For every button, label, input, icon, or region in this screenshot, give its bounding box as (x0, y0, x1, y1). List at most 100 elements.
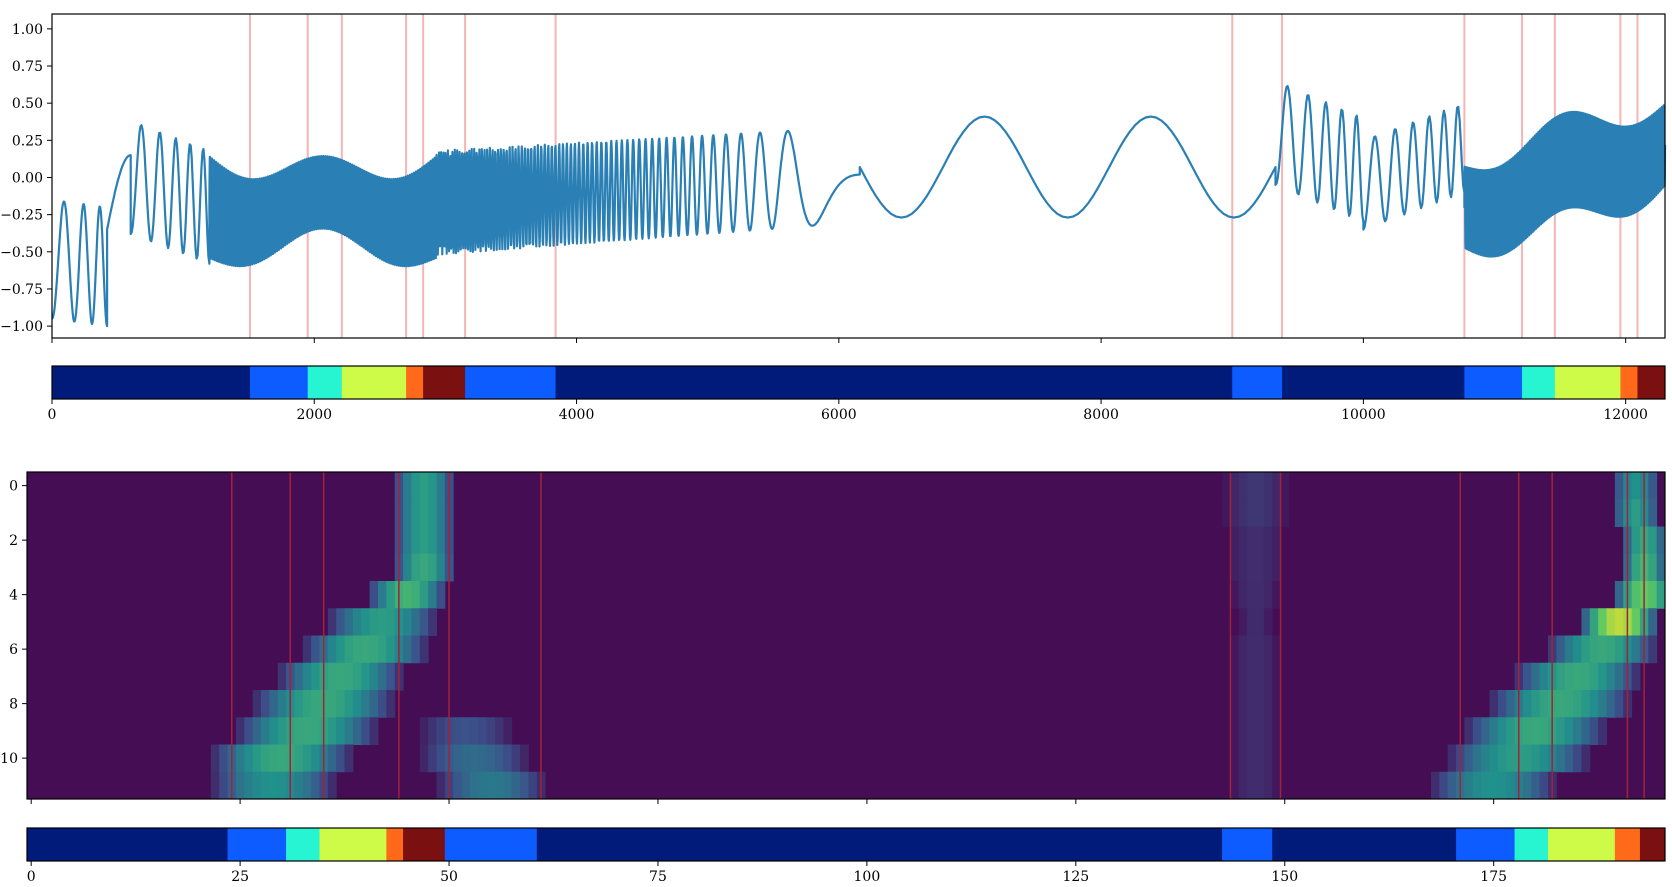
segment-bar-frames: 0 25 50 75 100 125 150 175 (26, 827, 1666, 885)
heatmap-cell (327, 635, 337, 664)
segment-block (536, 828, 1223, 861)
heatmap-cell (1614, 690, 1624, 718)
heatmap-cell (252, 690, 262, 718)
heatmap-cell (1255, 662, 1265, 691)
heatmap-cell (1472, 771, 1482, 800)
heatmap-cell (210, 771, 220, 800)
heatmap-cell (1263, 744, 1273, 773)
heatmap-cell (1263, 690, 1273, 718)
heatmap-cell (419, 553, 429, 582)
x-tick-label: 10000 (1341, 407, 1386, 423)
heatmap-cell (1263, 662, 1273, 691)
x-tick-label: 175 (1480, 869, 1507, 885)
segment-bar-samples: 0 2000 4000 6000 8000 10000 12000 (48, 365, 1666, 423)
heatmap-cell (369, 662, 379, 691)
heatmap-cell (1581, 717, 1591, 745)
heatmap-cell (1531, 744, 1541, 773)
segment-block (319, 828, 387, 861)
heatmap-cell (1598, 717, 1607, 745)
heatmap-cell (1238, 690, 1248, 718)
heatmap-cell (1531, 717, 1541, 745)
heatmap-cell (1614, 662, 1624, 691)
x-tick-label: 6000 (821, 407, 857, 423)
heatmap-cell (294, 744, 304, 773)
heatmap-cell (352, 635, 362, 664)
heatmap-cell (1648, 553, 1658, 582)
heatmap-cell (469, 717, 479, 745)
heatmap-cell (1238, 662, 1248, 691)
x-tick-label: 125 (1062, 869, 1089, 885)
heatmap-cell (1263, 581, 1273, 609)
y-tick-label: 1.00 (12, 22, 43, 38)
heatmap-cell (235, 771, 245, 800)
heatmap-cell (503, 717, 513, 745)
heatmap-cell (1564, 662, 1574, 691)
heatmap-cell (261, 744, 270, 773)
heatmap-cell (1497, 771, 1507, 800)
heatmap-cell (1556, 690, 1566, 718)
heatmap-cell (1255, 499, 1265, 527)
heatmap-cell (1606, 635, 1616, 664)
heatmap-cell (461, 771, 471, 800)
heatmap-cell (1564, 744, 1574, 773)
heatmap-cell (1247, 553, 1256, 582)
heatmap-cell (1614, 635, 1624, 664)
heatmap-cell (419, 472, 429, 500)
heatmap-cell (1272, 553, 1282, 582)
heatmap-cell (1431, 771, 1440, 800)
heatmap-cell (1247, 717, 1256, 745)
heatmap-cell (419, 717, 429, 745)
heatmap-cell (1238, 744, 1248, 773)
heatmap-cell (436, 771, 446, 800)
heatmap-cell (1489, 744, 1499, 773)
heatmap-cell (428, 526, 437, 555)
heatmap-cell (302, 744, 312, 773)
y-tick-label: 10 (0, 751, 18, 767)
heatmap-cell (403, 526, 412, 555)
heatmap-cell (219, 771, 229, 800)
heatmap-cell (1255, 717, 1265, 745)
heatmap-cell (344, 662, 354, 691)
heatmap-cell (403, 581, 412, 609)
heatmap-cell (428, 499, 437, 527)
x-tick-label: 100 (854, 869, 881, 885)
heatmap-cell (411, 472, 421, 500)
heatmap-cell (1255, 581, 1265, 609)
x-tick-label: 2000 (296, 407, 332, 423)
heatmap-cell (1247, 771, 1256, 800)
heatmap-cell (1472, 744, 1482, 773)
heatmap-cell (1230, 526, 1240, 555)
segment-block (1637, 366, 1666, 399)
signal-line (51, 84, 1667, 328)
heatmap-cell (419, 635, 429, 664)
heatmap-cell (453, 771, 463, 800)
heatmap-cell (1247, 499, 1256, 527)
heatmap-cell (1573, 717, 1582, 745)
heatmap-cell (1272, 771, 1282, 800)
x-tick-label: 150 (1271, 869, 1298, 885)
heatmap-cell (311, 717, 320, 745)
heatmap-cell (344, 608, 354, 636)
heatmap-cell (252, 717, 262, 745)
heatmap-cell (1631, 472, 1641, 500)
heatmap-cell (419, 581, 429, 609)
heatmap-cell (1238, 526, 1248, 555)
heatmap-cell (1522, 662, 1532, 691)
segment-block (1614, 828, 1641, 861)
heatmap-cell (1656, 526, 1666, 555)
heatmap-cell (436, 526, 446, 555)
heatmap-cell (378, 690, 387, 718)
segment-bar-frame (51, 365, 1666, 400)
heatmap-cell (1230, 581, 1240, 609)
heatmap-cell (503, 771, 513, 800)
segment-block (1548, 828, 1616, 861)
heatmap-cell (311, 662, 320, 691)
heatmap-cell (294, 771, 304, 800)
segment-block (307, 366, 343, 399)
segment-block (423, 366, 466, 399)
heatmap-cell (361, 662, 371, 691)
heatmap-panel: 0 2 4 6 8 10 (0, 471, 1666, 804)
heatmap-cell (1648, 581, 1658, 609)
heatmap-cell (1238, 717, 1248, 745)
